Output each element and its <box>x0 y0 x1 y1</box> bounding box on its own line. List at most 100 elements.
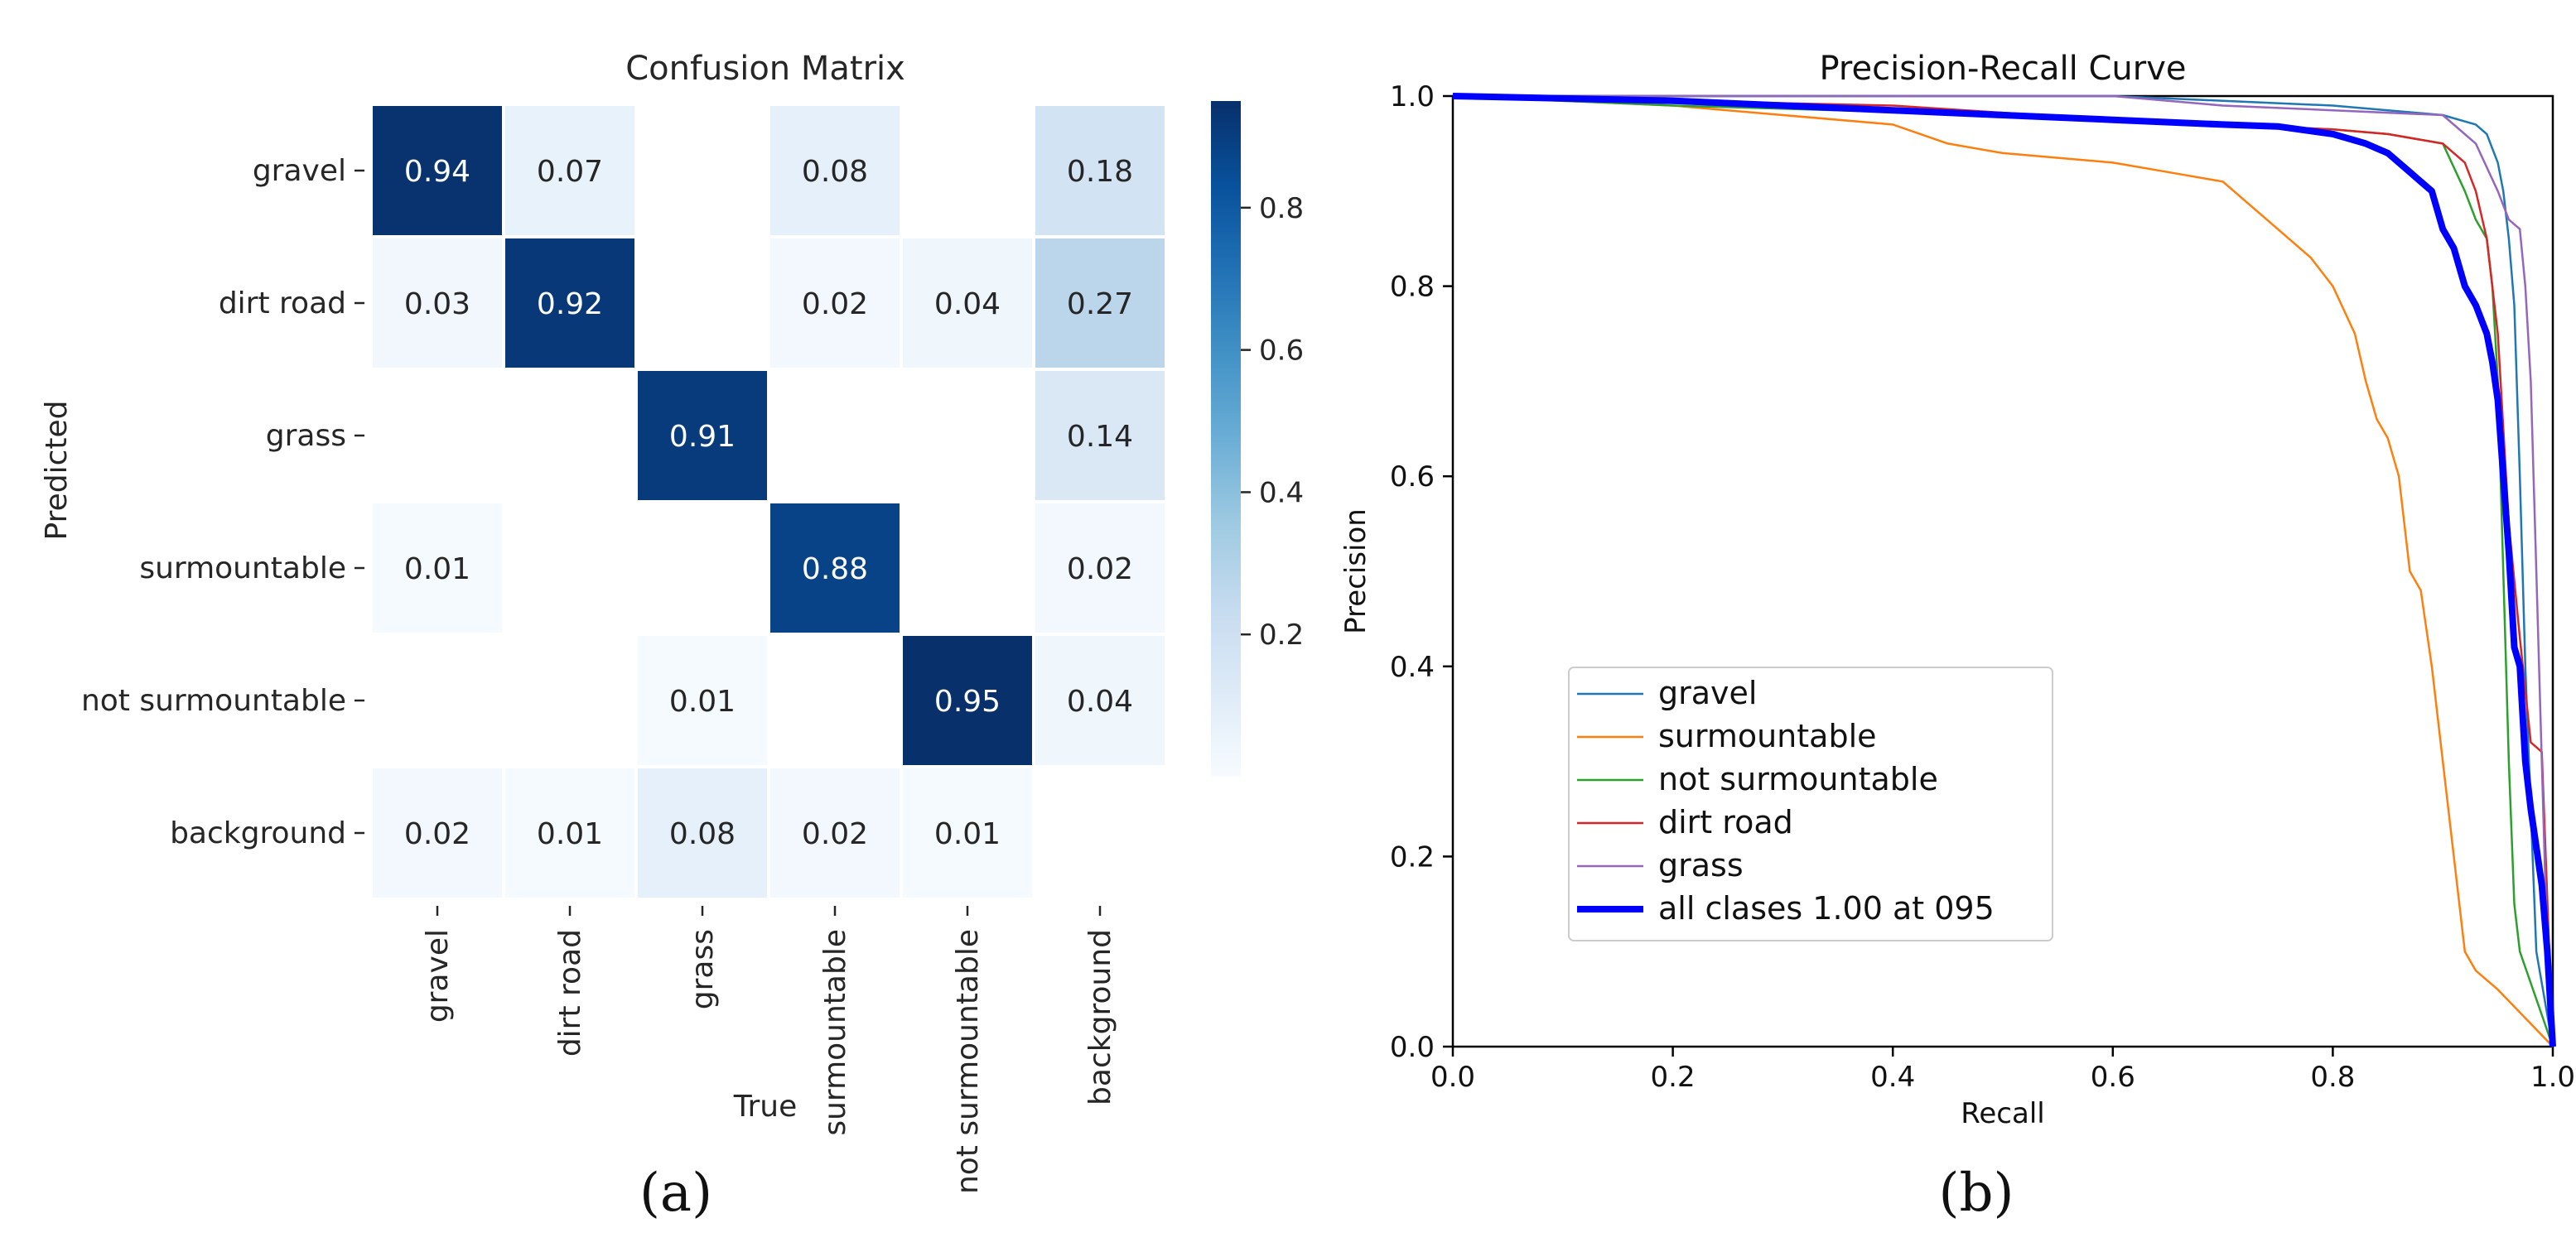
heatmap-cell <box>770 238 900 368</box>
heatmap-cell-label: 0.03 <box>404 287 470 321</box>
heatmap-cell-label: 0.02 <box>802 817 868 851</box>
colorbar <box>1211 101 1241 777</box>
heatmap-cell <box>638 636 767 765</box>
heatmap-cell <box>903 636 1032 765</box>
heatmap-cell-empty <box>636 104 769 237</box>
heatmap-cell <box>903 238 1032 368</box>
column-tick-label: gravel <box>421 929 455 1023</box>
y-tick-label: 0.2 <box>1390 840 1435 874</box>
x-tick-label: 0.2 <box>1651 1061 1696 1094</box>
panel-label-b: (b) <box>1939 1163 2014 1224</box>
row-tick-label: grass <box>266 419 346 453</box>
heatmap-cell-label: 0.91 <box>669 420 736 454</box>
heatmap-cell-label: 0.27 <box>1067 287 1133 321</box>
heatmap-cell-label: 0.01 <box>537 817 603 851</box>
row-tick-label: not surmountable <box>81 684 346 718</box>
heatmap-cell-label: 0.92 <box>537 287 603 321</box>
confusion-matrix-column-labels: gravel dirt road grass surmountable not surm… <box>421 906 1117 1194</box>
confusion-matrix-row-labels: gravel dirt road grass surmountable not surm… <box>81 154 364 850</box>
series-line <box>1452 93 2556 1047</box>
heatmap-cell <box>373 503 502 633</box>
heatmap-cell-label: 0.02 <box>404 817 470 851</box>
heatmap-cell <box>903 768 1032 898</box>
heatmap-cell <box>1035 371 1165 500</box>
heatmap-cell <box>1035 503 1165 633</box>
heatmap-cell <box>770 106 900 235</box>
legend-box <box>1568 667 2053 941</box>
pr-y-axis-label: Precision <box>1339 508 1372 634</box>
heatmap-cell <box>505 768 634 898</box>
colorbar-tick-label: 0.2 <box>1259 619 1304 652</box>
series-line <box>1452 94 2554 1047</box>
confusion-matrix-y-axis-label: Predicted <box>40 401 74 541</box>
heatmap-cell-label: 0.95 <box>934 685 1001 719</box>
colorbar-tick-label: 0.8 <box>1259 192 1304 225</box>
pr-curve-title: Precision-Recall Curve <box>1820 50 2187 88</box>
colorbar-ticks: 0.2 0.4 0.6 0.8 <box>1241 192 1304 652</box>
heatmap-cell-label: 0.08 <box>669 817 736 851</box>
heatmap-cell-empty <box>504 502 636 634</box>
heatmap-cell-empty <box>636 502 769 634</box>
heatmap-cell-label: 0.94 <box>404 155 470 189</box>
heatmap-cell-label: 0.04 <box>1067 685 1133 719</box>
heatmap-cell-label: 0.88 <box>802 552 868 586</box>
row-tick-label: surmountable <box>139 551 346 585</box>
heatmap-cell-empty <box>769 634 901 767</box>
panel-label-a: (a) <box>639 1163 712 1224</box>
heatmap-cell-empty <box>901 502 1034 634</box>
pr-y-ticks: 0.0 0.2 0.4 0.6 0.8 1.0 <box>1390 80 1453 1064</box>
heatmap-cell-empty <box>371 369 504 502</box>
heatmap-cell-label: 0.07 <box>537 155 603 189</box>
legend-label: grass <box>1658 847 1744 883</box>
heatmap-cell-empty <box>504 369 636 502</box>
x-tick-label: 1.0 <box>2530 1061 2575 1094</box>
heatmap-cell-label: 0.04 <box>934 287 1001 321</box>
heatmap-cell <box>373 238 502 368</box>
colorbar-tick-label: 0.4 <box>1259 476 1304 509</box>
heatmap-cell-label: 0.01 <box>669 685 736 719</box>
row-tick-label: background <box>170 816 346 850</box>
confusion-matrix-title: Confusion Matrix <box>625 50 905 88</box>
heatmap-cell-empty <box>901 369 1034 502</box>
pr-legend: gravel surmountable not surmountable dirt r… <box>1568 667 2053 941</box>
column-tick-label: background <box>1083 929 1117 1105</box>
pr-curve-panel: Precision-Recall Curve 0.0 0.2 0.4 0.6 0.8 1.… <box>1339 50 2575 1224</box>
row-tick-label: gravel <box>253 154 346 188</box>
heatmap-cell-empty <box>504 634 636 767</box>
heatmap-cell <box>373 768 502 898</box>
row-tick-label: dirt road <box>219 286 346 320</box>
confusion-matrix-panel: Confusion Matrix 0.94 0.07 0.08 0.180.03 0.9… <box>40 50 1304 1224</box>
series-line <box>1453 94 2554 1047</box>
pr-x-axis-label: Recall <box>1961 1097 2044 1130</box>
heatmap-cell-empty <box>1034 767 1166 899</box>
heatmap-cell-label: 0.02 <box>1067 552 1133 586</box>
y-tick-label: 0.4 <box>1390 651 1435 684</box>
legend-label: surmountable <box>1658 718 1877 754</box>
column-tick-label: dirt road <box>553 929 587 1057</box>
confusion-matrix-cells: 0.94 0.07 0.08 0.18 0.03 0.92 0.02 0.04 0.27 0.91… <box>371 104 1166 899</box>
legend-label: gravel <box>1658 675 1757 711</box>
pr-series-lines <box>1452 93 2556 1047</box>
heatmap-cell <box>505 106 634 235</box>
heatmap-cell <box>770 768 900 898</box>
y-tick-label: 0.8 <box>1390 271 1435 304</box>
column-tick-label: surmountable <box>818 929 852 1136</box>
heatmap-cell-empty <box>901 104 1034 237</box>
column-tick-label: not surmountable <box>951 929 985 1194</box>
legend-label: dirt road <box>1658 804 1793 840</box>
legend-label: not surmountable <box>1658 761 1938 797</box>
heatmap-cell-label: 0.18 <box>1067 155 1133 189</box>
heatmap-cell-empty <box>769 369 901 502</box>
x-tick-label: 0.6 <box>2091 1061 2135 1094</box>
heatmap-cell <box>373 106 502 235</box>
heatmap-cell-empty <box>371 634 504 767</box>
x-tick-label: 0.8 <box>2310 1061 2355 1094</box>
x-tick-label: 0.4 <box>1870 1061 1915 1094</box>
heatmap-cell <box>505 238 634 368</box>
x-tick-label: 0.0 <box>1430 1061 1475 1094</box>
heatmap-cell-empty <box>636 237 769 369</box>
heatmap-cell <box>1035 636 1165 765</box>
colorbar-tick-label: 0.6 <box>1259 335 1304 368</box>
legend-label: all clases 1.00 at 095 <box>1658 890 1995 927</box>
